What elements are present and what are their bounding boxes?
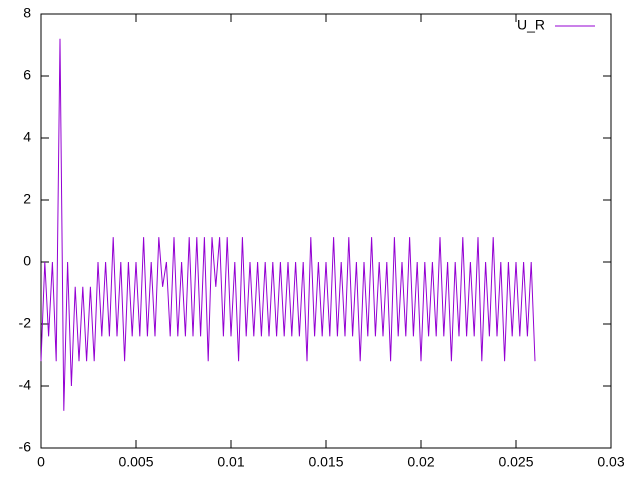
y-tick-label: -2 [19, 315, 32, 331]
x-tick-label: 0.015 [308, 454, 343, 470]
x-tick-label: 0.02 [407, 454, 434, 470]
y-tick-label: 2 [23, 191, 31, 207]
legend-label: U_R [517, 17, 545, 33]
x-tick-label: 0.03 [597, 454, 624, 470]
y-tick-label: -4 [19, 377, 32, 393]
y-tick-label: 0 [23, 253, 31, 269]
y-tick-label: 8 [23, 5, 31, 21]
x-tick-label: 0.005 [118, 454, 153, 470]
x-tick-label: 0 [37, 454, 45, 470]
data-line [40, 38, 536, 411]
y-tick-label: 6 [23, 67, 31, 83]
y-tick-label: 4 [23, 129, 31, 145]
plot-frame [40, 13, 612, 449]
x-tick-label: 0.025 [498, 454, 533, 470]
x-tick-label: 0.01 [217, 454, 244, 470]
y-tick-label: -6 [19, 439, 32, 455]
